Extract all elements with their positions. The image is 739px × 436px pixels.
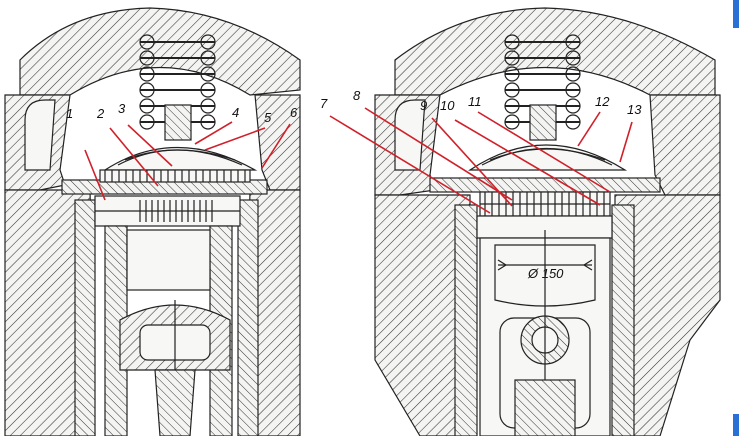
leader-lines: [84, 107, 633, 214]
left-cylinder-head: [19, 7, 301, 96]
label-12: 12: [595, 94, 610, 109]
leader-10: [454, 119, 601, 206]
edge-accent-bottom: [733, 414, 739, 436]
leader-8: [364, 107, 513, 201]
edge-accent-top: [733, 0, 739, 28]
left-coolant-pocket: [24, 99, 56, 171]
leader-12: [577, 111, 601, 147]
leader-6: [261, 123, 291, 169]
part-labels: 1 2 3 4 5 6 7 8 9 10 11 12 13: [66, 88, 642, 125]
right-valve-guide: [529, 104, 557, 141]
left-valve-guide: [164, 104, 192, 141]
label-1: 1: [66, 106, 73, 121]
label-5: 5: [264, 110, 272, 125]
right-liner-right: [611, 204, 635, 436]
right-liner-left: [454, 204, 478, 436]
right-cylinder-wall-right: [614, 194, 721, 436]
label-6: 6: [290, 105, 298, 120]
leader-13: [619, 121, 633, 163]
left-liner-left: [74, 199, 96, 436]
right-head-gasket: [429, 177, 661, 193]
label-11: 11: [468, 94, 482, 109]
leader-9: [431, 117, 513, 207]
left-connecting-rod-shank: [154, 369, 196, 436]
left-valve-spring: [139, 34, 216, 130]
right-cylinder-head: [394, 7, 716, 96]
right-connecting-rod: [514, 379, 576, 436]
label-7: 7: [320, 96, 328, 111]
left-liner-right: [237, 199, 259, 436]
left-section-view: [4, 7, 301, 436]
label-8: 8: [353, 88, 361, 103]
right-valve-spring: [504, 34, 581, 130]
leader-3: [127, 124, 173, 167]
label-10: 10: [440, 98, 455, 113]
label-3: 3: [118, 101, 126, 116]
right-section-view: Ø 150: [374, 7, 721, 436]
leader-11: [477, 111, 611, 193]
right-cylinder-wall-left: [374, 194, 471, 436]
leader-5: [204, 127, 266, 151]
left-piston-inner: [126, 229, 211, 291]
leader-1: [84, 149, 106, 201]
label-13: 13: [627, 102, 642, 117]
right-coolant-pocket: [394, 99, 426, 171]
leader-4: [194, 121, 233, 145]
label-9: 9: [420, 98, 427, 113]
left-combustion-dome: [102, 147, 258, 171]
label-4: 4: [232, 105, 239, 120]
label-2: 2: [96, 106, 105, 121]
leader-2: [109, 127, 159, 187]
leader-7: [329, 115, 491, 214]
